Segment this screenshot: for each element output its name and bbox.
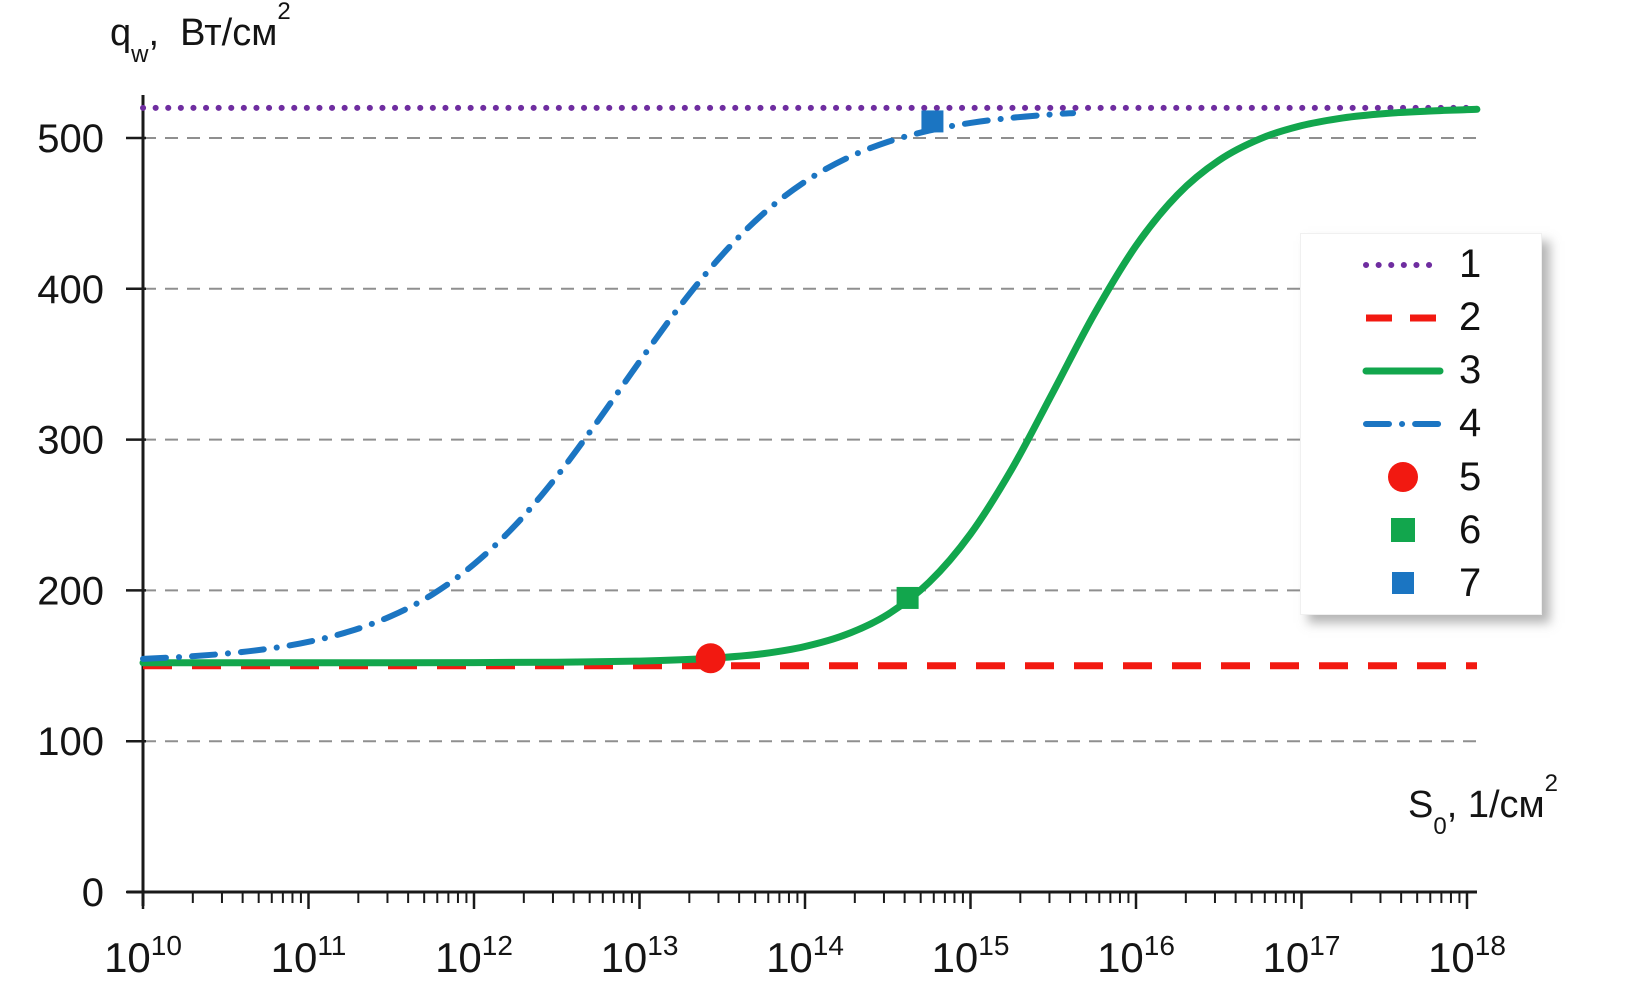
- legend-sample-dashdot-line: [1361, 407, 1445, 441]
- x-tick-exponent: 17: [1309, 930, 1340, 961]
- x-tick-exponent: 16: [1144, 930, 1175, 961]
- y-tick-label: 100: [37, 720, 104, 764]
- legend-sample-glyph: [1388, 462, 1418, 493]
- x-axis-units-superscript: 2: [1544, 770, 1559, 798]
- legend-item-2: 2: [1301, 293, 1541, 343]
- x-tick-label: 1014: [766, 930, 844, 981]
- x-axis-symbol: S: [1408, 784, 1434, 826]
- y-axis-comma: ,: [148, 12, 181, 54]
- x-axis-symbol-subscript: 0: [1433, 812, 1447, 840]
- legend-sample-dotted-line: [1361, 248, 1445, 282]
- x-tick-label: 1013: [601, 930, 679, 981]
- y-axis-units: Вт/см: [180, 12, 278, 54]
- legend-item-label: 6: [1459, 507, 1482, 552]
- y-tick-label: 400: [37, 268, 104, 312]
- legend-sample-glyph: [1363, 420, 1443, 427]
- legend-item-label: 2: [1459, 295, 1482, 340]
- legend-item-7: 7: [1301, 558, 1541, 608]
- x-tick-label: 1016: [1097, 930, 1175, 981]
- y-tick-label: 0: [82, 871, 104, 915]
- legend: 1 2 3 4 5 6 7: [1300, 233, 1542, 615]
- y-tick-label: 500: [37, 117, 104, 161]
- y-axis-symbol: q: [110, 12, 132, 54]
- y-axis-title: qw, Вт/см2: [110, 0, 291, 66]
- x-tick-exponent: 14: [813, 930, 844, 961]
- x-tick-exponent: 10: [151, 930, 182, 961]
- x-tick-exponent: 13: [647, 930, 678, 961]
- x-tick-label: 1010: [104, 930, 182, 981]
- legend-sample-square-marker: [1361, 566, 1445, 600]
- legend-sample-glyph: [1363, 261, 1443, 268]
- series-3-curve: [139, 105, 1481, 667]
- legend-item-3: 3: [1301, 346, 1541, 396]
- square-marker-icon: [1391, 518, 1415, 543]
- y-axis-symbol-subscript: w: [131, 40, 149, 68]
- x-tick-label: 1011: [271, 930, 347, 981]
- square-marker-icon: [1392, 572, 1414, 595]
- circle-marker-icon: [1388, 462, 1418, 493]
- legend-item-label: 4: [1459, 401, 1482, 446]
- x-tick-exponent: 18: [1475, 930, 1506, 961]
- x-tick-label: 1012: [435, 930, 513, 981]
- legend-item-label: 1: [1459, 242, 1482, 287]
- x-tick-exponent: 11: [317, 930, 346, 961]
- legend-item-label: 3: [1459, 348, 1482, 393]
- y-tick-label: 200: [37, 569, 104, 613]
- x-axis-title: S0, 1/см2: [1408, 772, 1558, 838]
- legend-sample-glyph: [1391, 518, 1415, 543]
- legend-sample-glyph: [1392, 572, 1414, 595]
- x-axis-comma: ,: [1446, 784, 1468, 826]
- x-tick-label: 1018: [1428, 930, 1506, 981]
- series-5-circle-marker: [695, 643, 726, 674]
- legend-item-5: 5: [1301, 452, 1541, 502]
- legend-sample-glyph: [1366, 314, 1440, 322]
- y-axis-units-superscript: 2: [277, 0, 291, 26]
- x-tick-exponent: 15: [978, 930, 1009, 961]
- x-tick-label: 1015: [932, 930, 1010, 981]
- legend-item-label: 7: [1459, 560, 1482, 605]
- series-7-square-marker: [921, 110, 944, 133]
- legend-sample-glyph: [1362, 367, 1444, 375]
- x-tick-exponent: 12: [482, 930, 513, 961]
- x-tick-label: 1017: [1263, 930, 1341, 981]
- legend-item-label: 5: [1459, 454, 1482, 499]
- legend-sample-circle-marker: [1361, 460, 1445, 494]
- legend-item-6: 6: [1301, 505, 1541, 555]
- legend-sample-square-marker: [1361, 513, 1445, 547]
- y-tick-label: 300: [37, 419, 104, 463]
- legend-item-4: 4: [1301, 399, 1541, 449]
- legend-sample-dashed-line: [1361, 301, 1445, 335]
- series-6-square-marker: [896, 586, 919, 609]
- legend-item-1: 1: [1301, 240, 1541, 290]
- x-axis-units: 1/см: [1467, 784, 1545, 826]
- legend-sample-solid-line: [1361, 354, 1445, 388]
